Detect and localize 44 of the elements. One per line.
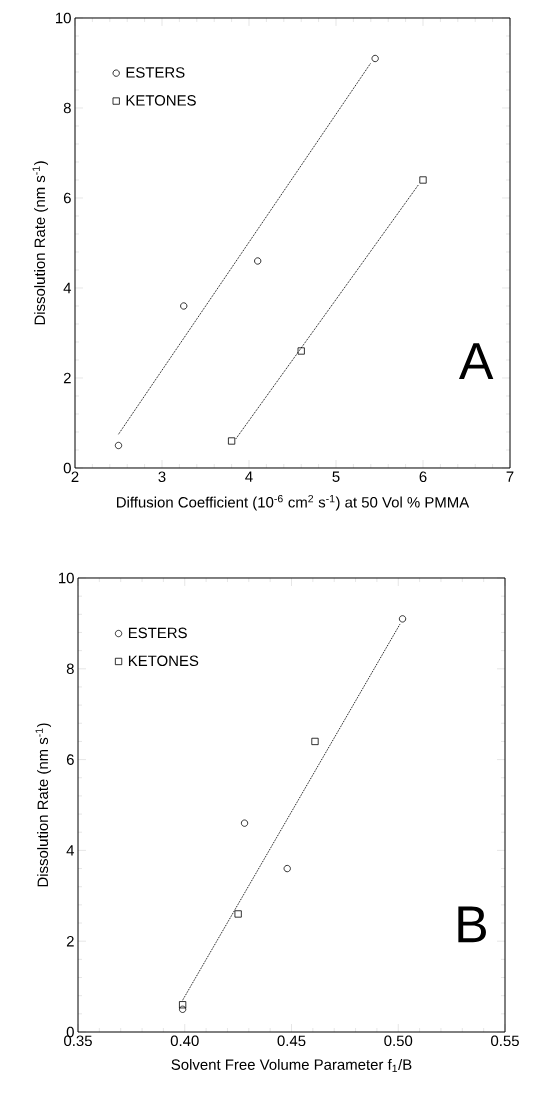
x-tick-label: 0.55 xyxy=(491,1035,519,1047)
x-tick-label: 6 xyxy=(419,471,427,483)
x-tick-label: 4 xyxy=(245,471,253,482)
point xyxy=(180,302,188,310)
annotation: A xyxy=(458,343,494,379)
y-tick-label: 10 xyxy=(59,572,74,584)
point xyxy=(283,864,291,873)
y-tick-label: 8 xyxy=(66,663,74,675)
x-axis-title: Diffusion Coefficient (10$^{-6}$ cm$^{2}$ s$^{-1}$) at 50 Vol % PMMA xyxy=(117,494,470,511)
point xyxy=(114,441,123,450)
annotation: B xyxy=(458,906,486,943)
x-tick-label: 0.40 xyxy=(170,1035,199,1047)
point xyxy=(398,615,407,623)
y-axis-title: Dissolution Rate (nm s$^{-1}$) xyxy=(32,161,49,325)
point xyxy=(179,1001,187,1009)
y-tick-label: 10 xyxy=(56,12,71,24)
x-axis-title: Solvent Free Volume Parameter f$_{1}$/B xyxy=(171,1058,412,1073)
y-tick-label: 0 xyxy=(63,462,71,474)
legend-label: KETONES xyxy=(126,95,196,106)
point xyxy=(419,176,427,184)
legend-label: ESTERS xyxy=(126,67,185,78)
point xyxy=(240,819,249,827)
point xyxy=(297,347,305,355)
point xyxy=(311,737,319,746)
legend-label: ESTERS xyxy=(128,627,187,639)
x-tick-label: 7 xyxy=(506,471,514,482)
x-tick-label: 5 xyxy=(332,471,340,482)
y-tick-label: 2 xyxy=(63,372,71,384)
x-tick-label: 3 xyxy=(158,471,166,483)
x-tick-label: 0.45 xyxy=(277,1035,306,1047)
x-tick-label: 0.50 xyxy=(384,1035,413,1047)
point xyxy=(228,437,236,445)
y-tick-label: 4 xyxy=(66,845,75,856)
legend-label: KETONES xyxy=(128,655,199,667)
point xyxy=(179,1005,187,1013)
point xyxy=(371,54,379,63)
y-tick-label: 8 xyxy=(63,102,71,114)
y-tick-label: 2 xyxy=(66,935,74,947)
y-tick-label: 6 xyxy=(66,754,74,765)
y-tick-label: 4 xyxy=(63,282,72,294)
point xyxy=(254,257,262,265)
y-tick-label: 6 xyxy=(63,192,71,204)
y-axis-title: Dissolution Rate (nm s$^{-1}$) xyxy=(35,723,52,887)
point xyxy=(234,910,242,918)
